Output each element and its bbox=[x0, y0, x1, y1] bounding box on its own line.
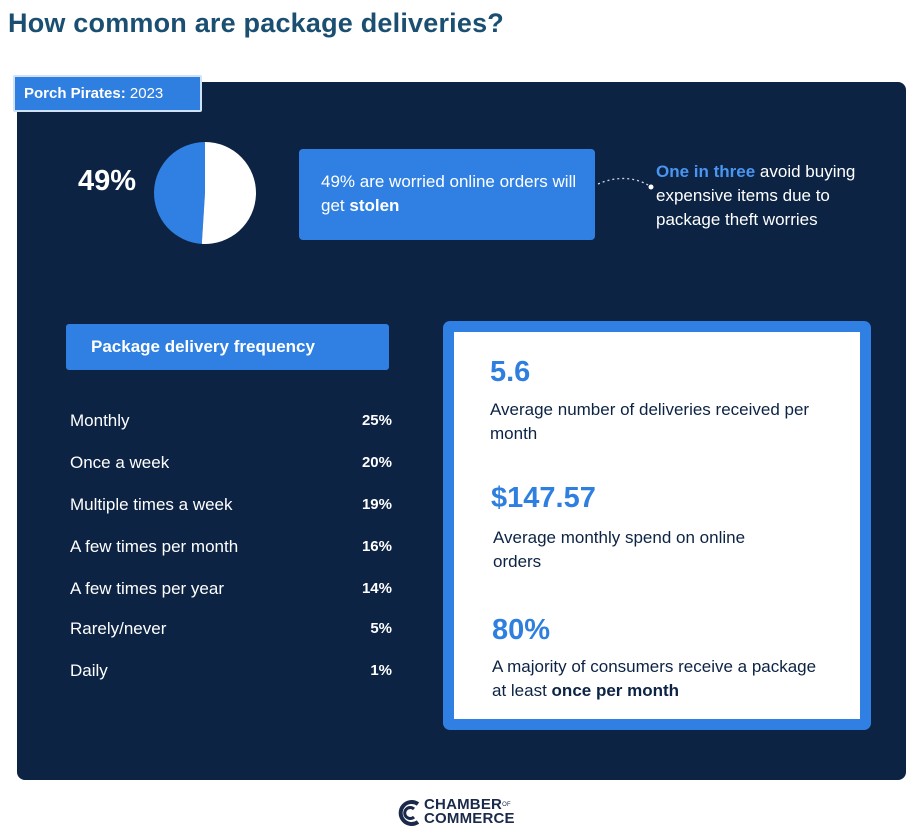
worried-text: 49% are worried online orders will get bbox=[321, 172, 577, 215]
frequency-row: Daily 1% bbox=[70, 661, 394, 685]
stat-majority-text: A majority of consumers receive a packag… bbox=[492, 657, 817, 700]
stat-majority-bold: once per month bbox=[551, 681, 680, 700]
frequency-value: 14% bbox=[361, 580, 392, 597]
frequency-value: 25% bbox=[361, 412, 392, 429]
frequency-label: A few times per year bbox=[70, 579, 225, 598]
worried-callout: 49% are worried online orders will get s… bbox=[299, 149, 595, 240]
frequency-row: Once a week 20% bbox=[70, 453, 394, 477]
frequency-row: Monthly 25% bbox=[70, 411, 394, 435]
stat-majority-number: 80% bbox=[492, 614, 551, 646]
frequency-header: Package delivery frequency bbox=[66, 324, 389, 370]
chamber-of-commerce-logo: CHAMBEROF COMMERCE bbox=[396, 797, 536, 829]
frequency-value: 19% bbox=[361, 496, 392, 513]
frequency-value: 5% bbox=[370, 620, 392, 637]
stat-spend-number: $147.57 bbox=[491, 482, 596, 514]
logo-line1: CHAMBER bbox=[424, 796, 503, 813]
frequency-value: 1% bbox=[370, 662, 392, 679]
stat-deliveries-number: 5.6 bbox=[490, 356, 531, 388]
frequency-label: Once a week bbox=[70, 453, 170, 472]
stat-spend-desc: Average monthly spend on online orders bbox=[493, 528, 746, 571]
one-in-three-highlight: One in three bbox=[656, 162, 756, 181]
tag-year: 2023 bbox=[129, 85, 164, 102]
pie-slice-worried bbox=[154, 142, 205, 244]
pie-slice-other bbox=[201, 142, 257, 244]
frequency-row: A few times per month 16% bbox=[70, 537, 394, 561]
stat-majority-desc: A majority of consumers receive a packag… bbox=[492, 655, 832, 703]
stat-deliveries-desc: Average number of deliveries received pe… bbox=[490, 400, 810, 443]
chamber-logo-mark-icon bbox=[398, 800, 420, 826]
frequency-value: 16% bbox=[361, 538, 392, 555]
frequency-label: Monthly bbox=[70, 411, 130, 430]
worried-pie-chart bbox=[154, 142, 257, 244]
stats-panel bbox=[454, 332, 860, 719]
page-title: How common are package deliveries? bbox=[8, 8, 504, 38]
frequency-row: A few times per year 14% bbox=[70, 579, 394, 603]
one-in-three-text: avoid buying expensive items due to pack… bbox=[656, 162, 856, 229]
logo-text: CHAMBEROF COMMERCE bbox=[424, 796, 515, 827]
frequency-label: Daily bbox=[70, 661, 108, 680]
tag-label: Porch Pirates: bbox=[24, 85, 126, 102]
frequency-row: Multiple times a week 19% bbox=[70, 495, 394, 519]
worried-text-bold: stolen bbox=[349, 196, 400, 215]
logo-of: OF bbox=[502, 802, 511, 808]
frequency-label: A few times per month bbox=[70, 537, 239, 556]
dotted-connector bbox=[597, 177, 654, 190]
frequency-label: Multiple times a week bbox=[70, 495, 233, 514]
one-in-three-note: One in three avoid buying expensive item… bbox=[656, 160, 896, 232]
frequency-row: Rarely/never 5% bbox=[70, 619, 394, 643]
worried-percent-label: 49% bbox=[78, 165, 137, 197]
frequency-label: Rarely/never bbox=[70, 619, 167, 638]
frequency-value: 20% bbox=[361, 454, 392, 471]
porch-pirates-tag: Porch Pirates: 2023 bbox=[13, 75, 202, 112]
logo-line2: COMMERCE bbox=[424, 810, 515, 827]
